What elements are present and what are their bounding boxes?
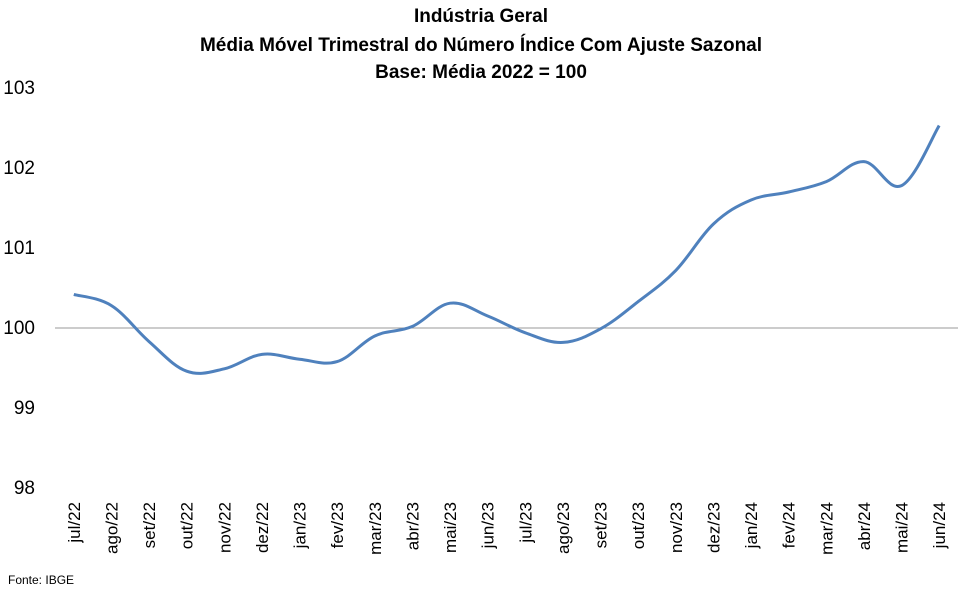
x-tick-label-fev-24: fev/24: [780, 502, 799, 548]
x-tick-label-ago-23: ago/23: [554, 502, 573, 554]
x-tick-label-jul-22: jul/22: [65, 502, 84, 544]
x-tick-label-nov-22: nov/22: [215, 502, 234, 553]
y-tick-label-103: 103: [3, 78, 35, 99]
x-tick-label-abr-24: abr/24: [855, 502, 874, 550]
series-line-0: [73, 124, 941, 375]
x-tick-label-mai-23: mai/23: [441, 502, 460, 553]
x-tick-label-jun-24: jun/24: [930, 502, 949, 549]
x-tick-label-jul-23: jul/23: [516, 502, 535, 544]
x-tick-label-out-22: out/22: [178, 502, 197, 549]
x-tick-label-mar-24: mar/24: [817, 502, 836, 555]
y-tick-label-98: 98: [14, 478, 35, 499]
chart-subtitle: Média Móvel Trimestral do Número Índice …: [199, 35, 763, 56]
x-tick-label-dez-22: dez/22: [253, 502, 272, 553]
x-tick-label-set-23: set/23: [592, 502, 611, 548]
x-tick-label-mar-23: mar/23: [366, 502, 385, 555]
x-tick-label-dez-23: dez/23: [704, 502, 723, 553]
y-tick-label-99: 99: [14, 398, 35, 419]
chart-subtitle-base: Base: Média 2022 = 100: [375, 62, 587, 83]
x-tick-label-ago-22: ago/22: [102, 502, 121, 554]
x-tick-label-fev-23: fev/23: [328, 502, 347, 548]
x-tick-label-out-23: out/23: [629, 502, 648, 549]
source-note: Fonte: IBGE: [8, 573, 75, 587]
x-tick-label-jun-23: jun/23: [479, 502, 498, 549]
x-tick-label-abr-23: abr/23: [403, 502, 422, 550]
x-tick-label-set-22: set/22: [140, 502, 159, 548]
y-tick-label-101: 101: [3, 238, 35, 259]
chart-title: Indústria Geral: [413, 6, 549, 27]
y-tick-label-100: 100: [3, 318, 35, 339]
y-tick-label-102: 102: [3, 158, 35, 179]
x-tick-label-jan-24: jan/24: [742, 502, 761, 549]
x-tick-label-mai-24: mai/24: [893, 502, 912, 553]
x-tick-label-jan-23: jan/23: [291, 502, 310, 549]
x-tick-label-nov-23: nov/23: [667, 502, 686, 553]
